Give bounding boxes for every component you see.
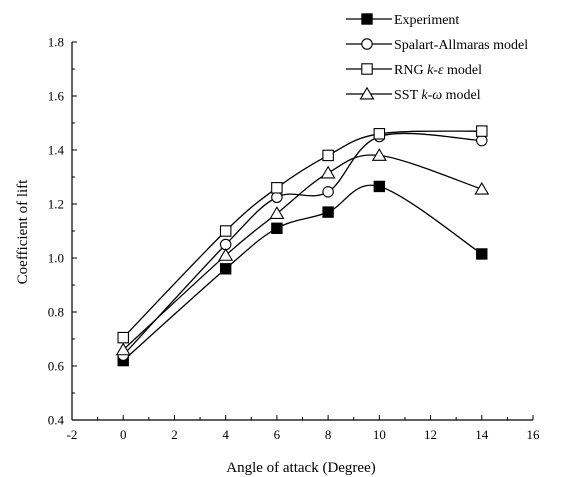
data-point-series-4 xyxy=(218,248,234,261)
legend-label: SST k-ω model xyxy=(394,88,481,103)
y-tick-label: 1.2 xyxy=(48,197,64,212)
x-tick-label: 0 xyxy=(120,427,127,442)
data-point-series-1 xyxy=(219,263,232,275)
data-point-series-3 xyxy=(322,149,334,162)
x-tick-label: 4 xyxy=(222,427,229,442)
y-tick-label: 1.6 xyxy=(48,89,65,104)
y-tick-label: 1.4 xyxy=(48,143,65,158)
legend-label: Experiment xyxy=(394,13,459,28)
legend-marker xyxy=(361,63,373,75)
data-point-series-4 xyxy=(474,181,490,195)
data-point-series-3 xyxy=(271,182,283,194)
legend-label: Spalart-Allmaras model xyxy=(394,38,528,53)
legend-marker xyxy=(359,86,375,100)
data-point-series-3 xyxy=(373,128,386,140)
x-tick-label: 10 xyxy=(373,427,386,442)
x-tick-label: 6 xyxy=(274,427,281,442)
x-tick-label: 14 xyxy=(475,427,489,442)
data-point-series-4 xyxy=(115,342,131,356)
x-tick-label: -2 xyxy=(67,427,78,442)
data-point-series-4 xyxy=(269,206,285,219)
y-tick-label: 0.4 xyxy=(48,413,65,428)
data-point-series-3 xyxy=(476,125,488,137)
data-point-series-4 xyxy=(371,148,387,161)
y-tick-label: 1.0 xyxy=(48,251,64,266)
x-tick-label: 8 xyxy=(325,427,332,442)
data-point-series-4 xyxy=(320,165,336,179)
y-axis-title: Coefficient of lift xyxy=(15,179,31,285)
x-tick-label: 12 xyxy=(424,427,437,442)
y-tick-label: 0.6 xyxy=(48,359,65,374)
legend-label: RNG k-ε model xyxy=(394,63,482,78)
x-tick-label: 16 xyxy=(527,427,541,442)
series-line-2 xyxy=(122,132,482,356)
data-point-series-2 xyxy=(476,134,488,147)
legend-marker xyxy=(361,38,373,50)
data-point-series-3 xyxy=(219,225,232,237)
x-tick-label: 2 xyxy=(171,427,178,442)
data-point-series-1 xyxy=(476,248,488,260)
series-line-4 xyxy=(122,154,482,351)
plot-area: -2 0 2 4 6 8 10 12 14 16 0.4 0.6 0.8 1.0 1.2 1.4 1.6 1.8 xyxy=(48,35,540,443)
series-line-3 xyxy=(122,130,482,339)
data-point-series-1 xyxy=(373,180,386,193)
data-point-series-3 xyxy=(117,331,129,344)
legend: Experiment Spalart-Allmaras model RNG k-ε … xyxy=(346,13,528,103)
x-axis-title: Angle of attack (Degree) xyxy=(226,460,376,476)
data-point-series-1 xyxy=(322,206,334,218)
legend-marker xyxy=(361,13,373,25)
data-point-series-2 xyxy=(271,191,283,204)
y-tick-label: 0.8 xyxy=(48,305,64,320)
series-line-1 xyxy=(122,184,483,362)
data-point-series-1 xyxy=(271,222,283,235)
data-point-series-2 xyxy=(322,186,334,198)
y-tick-label: 1.8 xyxy=(48,35,64,50)
